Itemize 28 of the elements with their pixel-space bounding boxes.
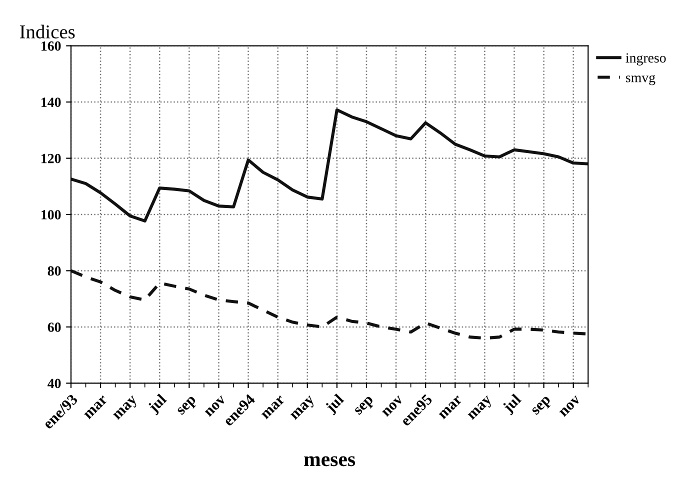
x-tick-label: may	[468, 395, 494, 422]
y-tick-label: 160	[42, 41, 61, 51]
y-tick-label: 40	[48, 378, 61, 388]
x-tick-label: may	[290, 395, 318, 422]
legend-label: smvg	[626, 74, 656, 86]
x-axis-title: meses	[304, 456, 356, 466]
x-tick-label: mar	[84, 396, 108, 420]
y-tick-label: 140	[42, 98, 61, 107]
x-tick-label: mar	[438, 396, 463, 420]
y-tick-label: 120	[42, 154, 61, 164]
x-tick-label: jul	[324, 393, 347, 416]
x-tick-label: jul	[146, 393, 170, 416]
x-tick-label: nov	[204, 395, 226, 418]
x-tick-label: jul	[502, 393, 524, 416]
y-axis-title: Indices	[20, 24, 75, 38]
x-tick-label: may	[112, 395, 140, 422]
x-tick-label: sep	[354, 396, 376, 418]
x-tick-label: nov	[559, 395, 581, 418]
line-series	[70, 269, 588, 340]
y-tick-label: 80	[48, 266, 61, 276]
y-tick-label: 60	[48, 322, 61, 332]
x-tick-label: sep	[532, 396, 554, 418]
x-tick-label: sep	[176, 396, 199, 418]
x-tick-label: mar	[261, 396, 286, 420]
x-tick-label: nov	[382, 395, 404, 418]
line-series	[70, 108, 588, 222]
y-tick-label: 100	[42, 210, 61, 220]
legend-label: ingreso	[626, 53, 666, 66]
